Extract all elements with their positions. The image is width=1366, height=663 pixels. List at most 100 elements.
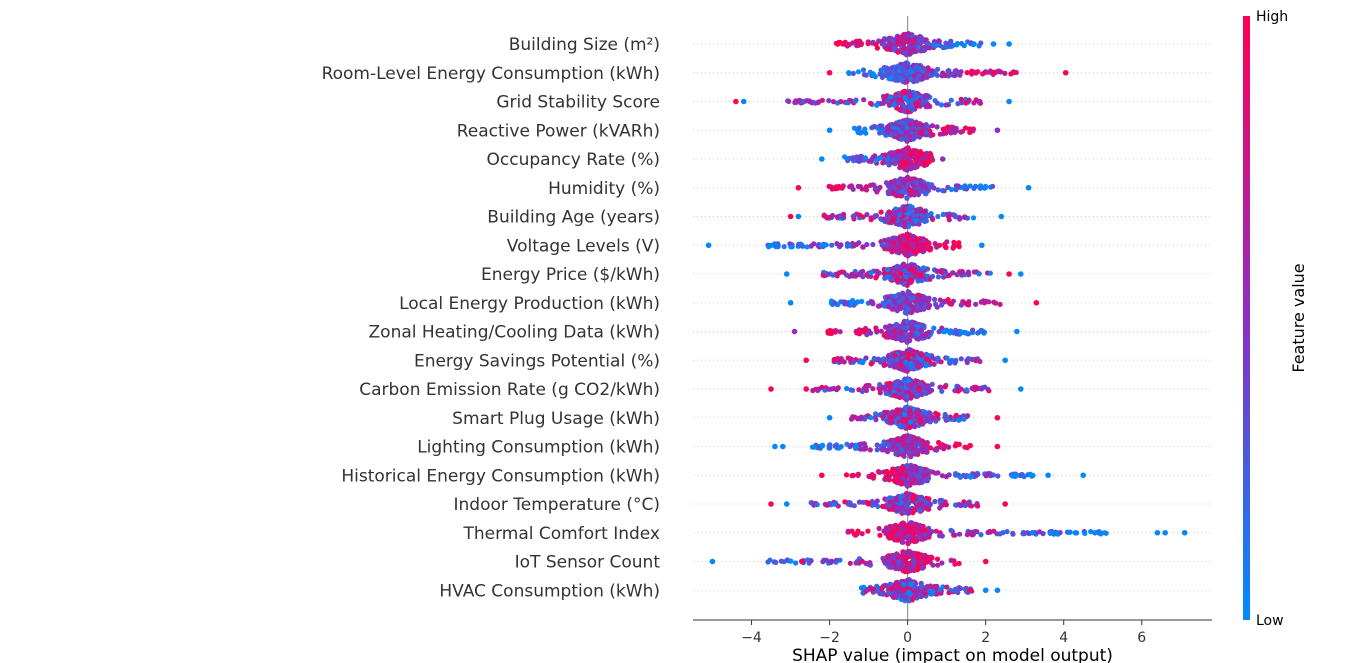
shap-point [955, 183, 961, 189]
shap-point [879, 129, 885, 135]
shap-point [891, 265, 897, 271]
shap-point [921, 208, 927, 214]
shap-point [887, 499, 893, 505]
shap-point [947, 330, 953, 336]
shap-point [930, 132, 936, 138]
shap-point [891, 157, 897, 163]
shap-point [922, 218, 928, 224]
shap-point [904, 33, 910, 39]
shap-point-outlier [799, 558, 806, 565]
shap-point [925, 41, 932, 47]
shap-point [964, 70, 970, 76]
shap-point [948, 130, 954, 136]
shap-point [880, 41, 887, 47]
shap-point [901, 581, 907, 588]
shap-point [827, 442, 833, 448]
shap-point [1002, 70, 1008, 76]
shap-point [914, 473, 920, 479]
shap-point [843, 42, 849, 48]
shap-point [985, 69, 992, 75]
shap-point [868, 100, 874, 106]
shap-point [872, 74, 878, 80]
shap-point [927, 158, 933, 165]
shap-point [957, 585, 963, 592]
shap-point [838, 242, 844, 248]
shap-point [793, 560, 799, 566]
shap-point [781, 244, 787, 250]
shap-point-outlier [1080, 472, 1086, 479]
shap-point [808, 500, 814, 506]
shap-point [995, 473, 1001, 479]
shap-point [919, 559, 925, 565]
shap-point [804, 244, 810, 250]
shap-point [933, 71, 939, 77]
shap-point-outlier [826, 69, 833, 76]
shap-point [902, 268, 908, 274]
shap-point [903, 274, 909, 280]
shap-point [930, 562, 936, 568]
shap-point [958, 502, 964, 508]
shap-point [862, 444, 869, 450]
shap-point [918, 583, 925, 589]
shap-point [919, 214, 925, 220]
shap-point [934, 268, 940, 274]
shap-point [900, 475, 906, 481]
shap-point [944, 239, 950, 245]
shap-point [897, 74, 903, 80]
shap-point [907, 337, 913, 344]
shap-point [948, 186, 955, 193]
shap-point [767, 557, 773, 563]
shap-point [859, 186, 865, 192]
shap-point [915, 265, 921, 271]
shap-point [911, 248, 917, 255]
shap-point [873, 185, 879, 191]
shap-point [906, 444, 912, 450]
shap-point [989, 183, 996, 189]
shap-point [919, 39, 925, 45]
shap-point [891, 392, 898, 398]
shap-point [859, 558, 865, 564]
shap-point [902, 411, 908, 417]
shap-point [1082, 530, 1088, 537]
shap-point [958, 129, 964, 135]
shap-point [855, 528, 861, 534]
shap-point [906, 352, 912, 358]
shap-point [939, 388, 945, 394]
shap-point [952, 561, 958, 567]
feature-label: Zonal Heating/Cooling Data (kWh) [369, 323, 660, 343]
shap-point [917, 415, 924, 421]
shap-point [893, 293, 899, 299]
shap-point [880, 446, 886, 453]
shap-point [904, 282, 910, 288]
shap-point [951, 239, 957, 245]
shap-point [843, 272, 850, 278]
shap-point [899, 350, 905, 357]
shap-point [897, 304, 903, 310]
shap-point [912, 423, 918, 430]
shap-point [967, 183, 973, 189]
feature-label: Humidity (%) [548, 179, 660, 199]
shap-point [926, 389, 933, 395]
shap-point [916, 153, 922, 159]
shap-point [892, 129, 899, 135]
shap-point [1020, 529, 1026, 536]
shap-point [920, 265, 927, 271]
shap-point [815, 387, 821, 393]
feature-label: Occupancy Rate (%) [487, 150, 660, 170]
shap-point [970, 215, 977, 221]
shap-point [918, 466, 924, 472]
shap-point [819, 97, 826, 103]
shap-point [871, 214, 878, 220]
shap-point [942, 268, 948, 274]
shap-point [914, 158, 920, 164]
shap-point [893, 495, 899, 501]
shap-point [925, 67, 931, 74]
shap-point [907, 133, 913, 139]
shap-point [968, 474, 974, 480]
shap-point [905, 377, 911, 384]
shap-point [831, 357, 838, 363]
shap-point [903, 359, 909, 365]
shap-point [861, 97, 867, 103]
shap-point [911, 527, 917, 533]
shap-point-outlier [1018, 271, 1024, 277]
